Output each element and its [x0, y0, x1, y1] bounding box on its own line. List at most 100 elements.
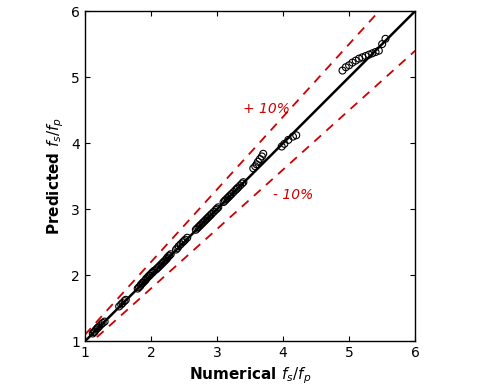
Point	[280, 141, 288, 147]
Y-axis label: Predicted $f_s/f_p$: Predicted $f_s/f_p$	[45, 117, 66, 235]
Point	[148, 270, 156, 276]
Point	[100, 318, 108, 325]
X-axis label: Numerical $f_s/f_p$: Numerical $f_s/f_p$	[188, 366, 312, 387]
Point	[240, 179, 248, 185]
Point	[250, 165, 258, 171]
Point	[220, 199, 228, 205]
Point	[228, 191, 235, 197]
Point	[160, 258, 168, 265]
Point	[178, 239, 186, 245]
Point	[164, 253, 172, 260]
Point	[166, 251, 174, 257]
Point	[222, 196, 230, 203]
Point	[368, 50, 376, 56]
Point	[88, 330, 96, 337]
Point	[139, 279, 147, 286]
Point	[174, 245, 182, 251]
Point	[348, 60, 356, 66]
Point	[174, 243, 182, 249]
Point	[226, 192, 234, 198]
Point	[138, 280, 146, 287]
Point	[362, 53, 370, 59]
Point	[212, 207, 220, 213]
Point	[155, 264, 163, 270]
Point	[166, 252, 173, 259]
Point	[164, 254, 172, 261]
Point	[372, 49, 380, 55]
Point	[358, 54, 366, 60]
Point	[202, 216, 210, 222]
Point	[145, 273, 153, 279]
Point	[213, 205, 221, 212]
Point	[181, 236, 189, 243]
Point	[90, 328, 98, 335]
Point	[149, 269, 157, 275]
Point	[142, 276, 150, 282]
Text: + 10%: + 10%	[244, 102, 290, 116]
Point	[345, 62, 353, 68]
Point	[172, 247, 180, 253]
Point	[254, 159, 262, 165]
Point	[159, 260, 167, 266]
Point	[338, 67, 346, 74]
Point	[278, 143, 285, 150]
Point	[259, 151, 267, 157]
Point	[92, 327, 100, 333]
Point	[375, 47, 383, 54]
Point	[98, 320, 106, 326]
Point	[378, 41, 386, 47]
Point	[342, 64, 350, 70]
Point	[205, 213, 213, 220]
Point	[162, 256, 170, 262]
Point	[197, 221, 205, 228]
Point	[224, 195, 232, 201]
Point	[233, 186, 241, 192]
Point	[118, 300, 126, 306]
Point	[252, 161, 260, 167]
Point	[208, 211, 216, 217]
Point	[225, 194, 233, 200]
Point	[162, 257, 170, 263]
Point	[200, 219, 207, 225]
Point	[117, 301, 125, 308]
Point	[236, 182, 244, 189]
Point	[136, 283, 144, 289]
Point	[176, 241, 184, 247]
Point	[352, 58, 360, 64]
Point	[192, 227, 200, 233]
Point	[94, 325, 102, 331]
Point	[147, 271, 155, 277]
Point	[154, 265, 162, 271]
Point	[150, 268, 158, 274]
Point	[201, 218, 209, 224]
Point	[194, 224, 202, 230]
Point	[252, 163, 260, 169]
Point	[221, 198, 229, 204]
Point	[156, 262, 164, 269]
Point	[135, 284, 143, 290]
Point	[214, 204, 222, 211]
Point	[365, 51, 373, 58]
Point	[146, 272, 154, 278]
Point	[90, 329, 98, 335]
Point	[140, 278, 148, 285]
Point	[234, 184, 242, 191]
Point	[158, 261, 166, 267]
Point	[193, 225, 201, 232]
Point	[198, 220, 206, 226]
Point	[382, 36, 390, 42]
Text: - 10%: - 10%	[273, 189, 314, 202]
Point	[256, 156, 264, 162]
Point	[230, 189, 237, 195]
Point	[144, 274, 152, 280]
Point	[180, 238, 188, 244]
Point	[94, 325, 102, 331]
Point	[120, 298, 128, 304]
Point	[183, 234, 191, 241]
Point	[204, 215, 212, 221]
Point	[238, 180, 246, 187]
Point	[115, 303, 123, 310]
Point	[96, 323, 104, 329]
Point	[196, 223, 204, 229]
Point	[355, 56, 363, 62]
